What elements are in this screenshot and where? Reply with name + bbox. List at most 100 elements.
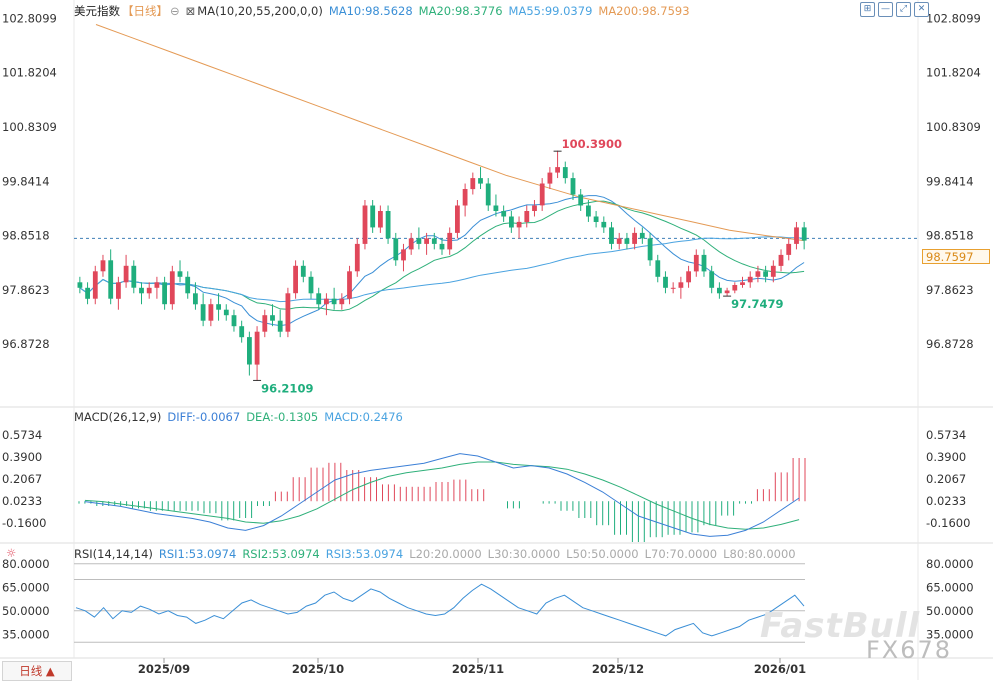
price-tick-right: 102.8099 [926, 11, 981, 25]
rsi-tick-right: 65.0000 [926, 580, 974, 594]
candle-body [647, 238, 653, 261]
candle-body [801, 227, 807, 241]
candle-body [570, 178, 576, 195]
candle-body [470, 178, 476, 190]
candle-body [670, 287, 676, 289]
candle-body [709, 271, 715, 288]
candle-body [601, 221, 607, 228]
candle-body [123, 265, 129, 283]
settings-icon[interactable]: ⊖ [170, 4, 180, 18]
rsi-l50: L50:50.0000 [566, 547, 639, 561]
candle-body [740, 282, 745, 285]
candle-body [85, 287, 90, 299]
candle-body [532, 205, 537, 211]
add-indicator-icon[interactable]: ⊞ [860, 2, 875, 17]
current-price-tag: 98.7597 [922, 249, 990, 264]
candle-body [378, 211, 383, 228]
candle-body [462, 189, 468, 206]
rsi2-value: RSI2:53.0974 [242, 547, 320, 561]
macd-tick-right: 0.0233 [926, 494, 966, 508]
price-tick-left: 97.8623 [2, 283, 50, 297]
price-panel: 100.3900 96.2109 97.7479 [74, 24, 918, 395]
rsi-l80: L80:80.0000 [723, 547, 796, 561]
candle-body [254, 331, 260, 365]
rsi-tick-right: 80.0000 [926, 557, 974, 571]
rsi-tick-left: 80.0000 [2, 557, 50, 571]
candle-body [216, 304, 221, 310]
expand-icon[interactable]: ⤢ [896, 2, 911, 17]
candle-body [108, 260, 114, 299]
candle-body [293, 265, 298, 294]
ma10-value: MA10:98.5628 [328, 4, 413, 18]
rsi-settings-icon[interactable]: ☼ [6, 546, 17, 560]
rsi-line [75, 583, 805, 637]
macd-diff-line [84, 453, 800, 537]
candle-body [262, 315, 268, 332]
price-tick-right: 99.8414 [926, 174, 974, 188]
candle-body [678, 282, 684, 288]
candle-body [493, 205, 499, 211]
rsi-tick-right: 35.0000 [926, 627, 974, 641]
price-tick-left: 102.8099 [2, 11, 57, 25]
price-tick-left: 98.8518 [2, 229, 50, 243]
candle-body [247, 337, 252, 365]
candle-body [193, 293, 198, 305]
price-legend: 美元指数 【日线】 ⊖ ⊠ MA(10,20,55,200,0,0) MA10:98.56… [74, 3, 696, 19]
candle-body [578, 194, 584, 206]
candle-body [169, 271, 175, 305]
candle-body [732, 285, 738, 291]
axes: 102.8099 102.8099 101.8204 101.8204 100.8309… [2, 11, 981, 676]
period-tab-button[interactable]: 日线 ▲ [2, 661, 72, 681]
macd-tick-left: 0.0233 [2, 494, 42, 508]
candle-body [701, 254, 707, 272]
price-tick-right: 97.8623 [926, 283, 974, 297]
candle-body [747, 276, 753, 283]
candle-body [339, 298, 345, 305]
macd-panel [78, 453, 806, 542]
candle-body [655, 260, 661, 277]
ma200-line [95, 24, 805, 242]
candle-body [516, 221, 522, 228]
ma55-line [79, 236, 805, 303]
macd-hist-value: MACD:0.2476 [324, 410, 403, 424]
macd-tick-right: 0.5734 [926, 428, 966, 442]
candle-body [632, 232, 637, 244]
candle-body [794, 227, 799, 244]
close-icon[interactable]: ✕ [914, 2, 929, 17]
macd-tick-left: 0.2067 [2, 472, 42, 486]
ma-label: MA(10,20,55,200,0,0) [197, 4, 323, 18]
candle-body [639, 232, 645, 239]
x-tick-label: 2025/12 [592, 662, 644, 676]
candle-body [455, 205, 460, 233]
candle-body [717, 287, 722, 294]
candle-body [316, 293, 322, 305]
candle-body [547, 172, 553, 184]
instrument-title: 美元指数 [74, 4, 120, 18]
candle-body [609, 227, 614, 244]
candle-body [616, 238, 622, 244]
candle-body [324, 298, 329, 305]
candle-body [439, 243, 445, 250]
rsi-panel [74, 563, 805, 643]
macd-dea-value: DEA:-0.1305 [246, 410, 319, 424]
candle-body [524, 211, 530, 222]
minimize-icon[interactable]: — [878, 2, 893, 17]
price-tick-left: 101.8204 [2, 66, 57, 80]
macd-tick-left: 0.3900 [2, 450, 42, 464]
macd-legend: MACD(26,12,9) DIFF:-0.0067 DEA:-0.1305 MACD… [74, 410, 409, 424]
candle-body [693, 254, 699, 272]
candle-body [131, 265, 137, 288]
rsi-label: RSI(14,14,14) [74, 547, 153, 561]
indicator-icon[interactable]: ⊠ [185, 4, 196, 18]
x-tick-label: 2025/10 [292, 662, 344, 676]
candle-body [478, 178, 483, 184]
watermark-logo: FastBull [760, 606, 921, 646]
candle-body [724, 290, 730, 294]
period-label[interactable]: 【日线】 [122, 4, 168, 18]
candle-body [686, 271, 691, 283]
candle-body [208, 304, 214, 321]
candle-body [485, 183, 491, 206]
ma55-value: MA55:99.0379 [508, 4, 593, 18]
macd-dea-line [84, 461, 800, 530]
